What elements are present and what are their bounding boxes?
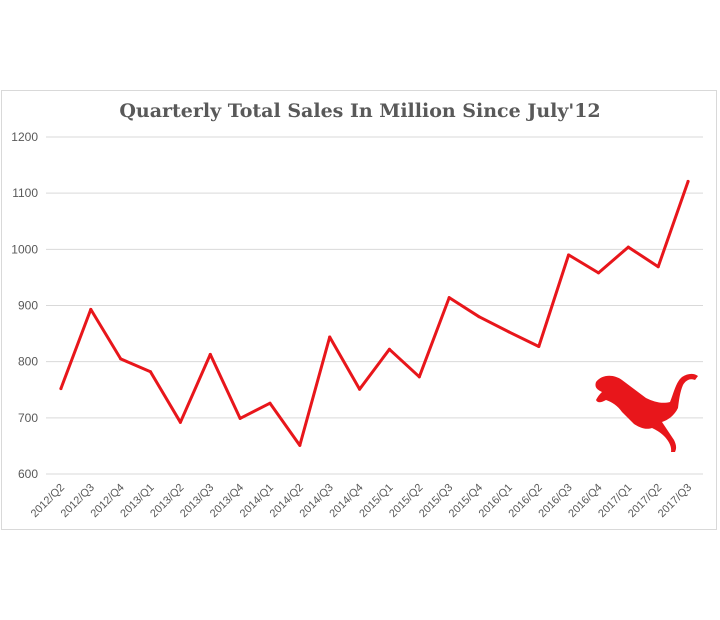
data-point xyxy=(477,315,481,319)
data-point xyxy=(686,179,690,183)
data-point xyxy=(417,375,421,379)
data-point xyxy=(268,401,272,405)
data-point xyxy=(387,347,391,351)
data-point xyxy=(328,335,332,339)
data-point xyxy=(537,345,541,349)
data-point xyxy=(626,245,630,249)
y-tick-label: 800 xyxy=(18,355,38,369)
data-point xyxy=(567,253,571,257)
data-point xyxy=(149,370,153,374)
data-point xyxy=(119,357,123,361)
y-tick-label: 1000 xyxy=(11,242,38,256)
y-tick-label: 700 xyxy=(18,411,38,425)
data-point xyxy=(208,352,212,356)
data-point xyxy=(89,307,93,311)
x-tick-label: 2017/Q3 xyxy=(656,482,694,520)
data-point xyxy=(298,443,302,447)
y-tick-label: 900 xyxy=(18,299,38,313)
data-point xyxy=(596,271,600,275)
data-point xyxy=(178,420,182,424)
chart-frame xyxy=(1,90,717,530)
y-tick-label: 1200 xyxy=(11,130,38,144)
gridlines xyxy=(46,136,703,475)
chart-title: Quarterly Total Sales In Million Since J… xyxy=(119,100,600,122)
data-point xyxy=(59,387,63,391)
y-tick-label: 1100 xyxy=(12,186,38,200)
x-axis-ticks: 2012/Q22012/Q32012/Q42013/Q12013/Q22013/… xyxy=(29,482,694,520)
data-point xyxy=(238,416,242,420)
puma-logo-icon xyxy=(595,373,698,452)
data-point xyxy=(358,387,362,391)
data-point xyxy=(447,296,451,300)
data-point xyxy=(656,265,660,269)
series-layer xyxy=(59,179,690,447)
series-line xyxy=(59,179,690,447)
y-tick-label: 600 xyxy=(18,467,38,481)
y-axis-ticks: 600 700 800 900 1000 1100 1200 xyxy=(11,130,38,481)
puma-logo-shape xyxy=(595,373,698,452)
data-point xyxy=(507,330,511,334)
